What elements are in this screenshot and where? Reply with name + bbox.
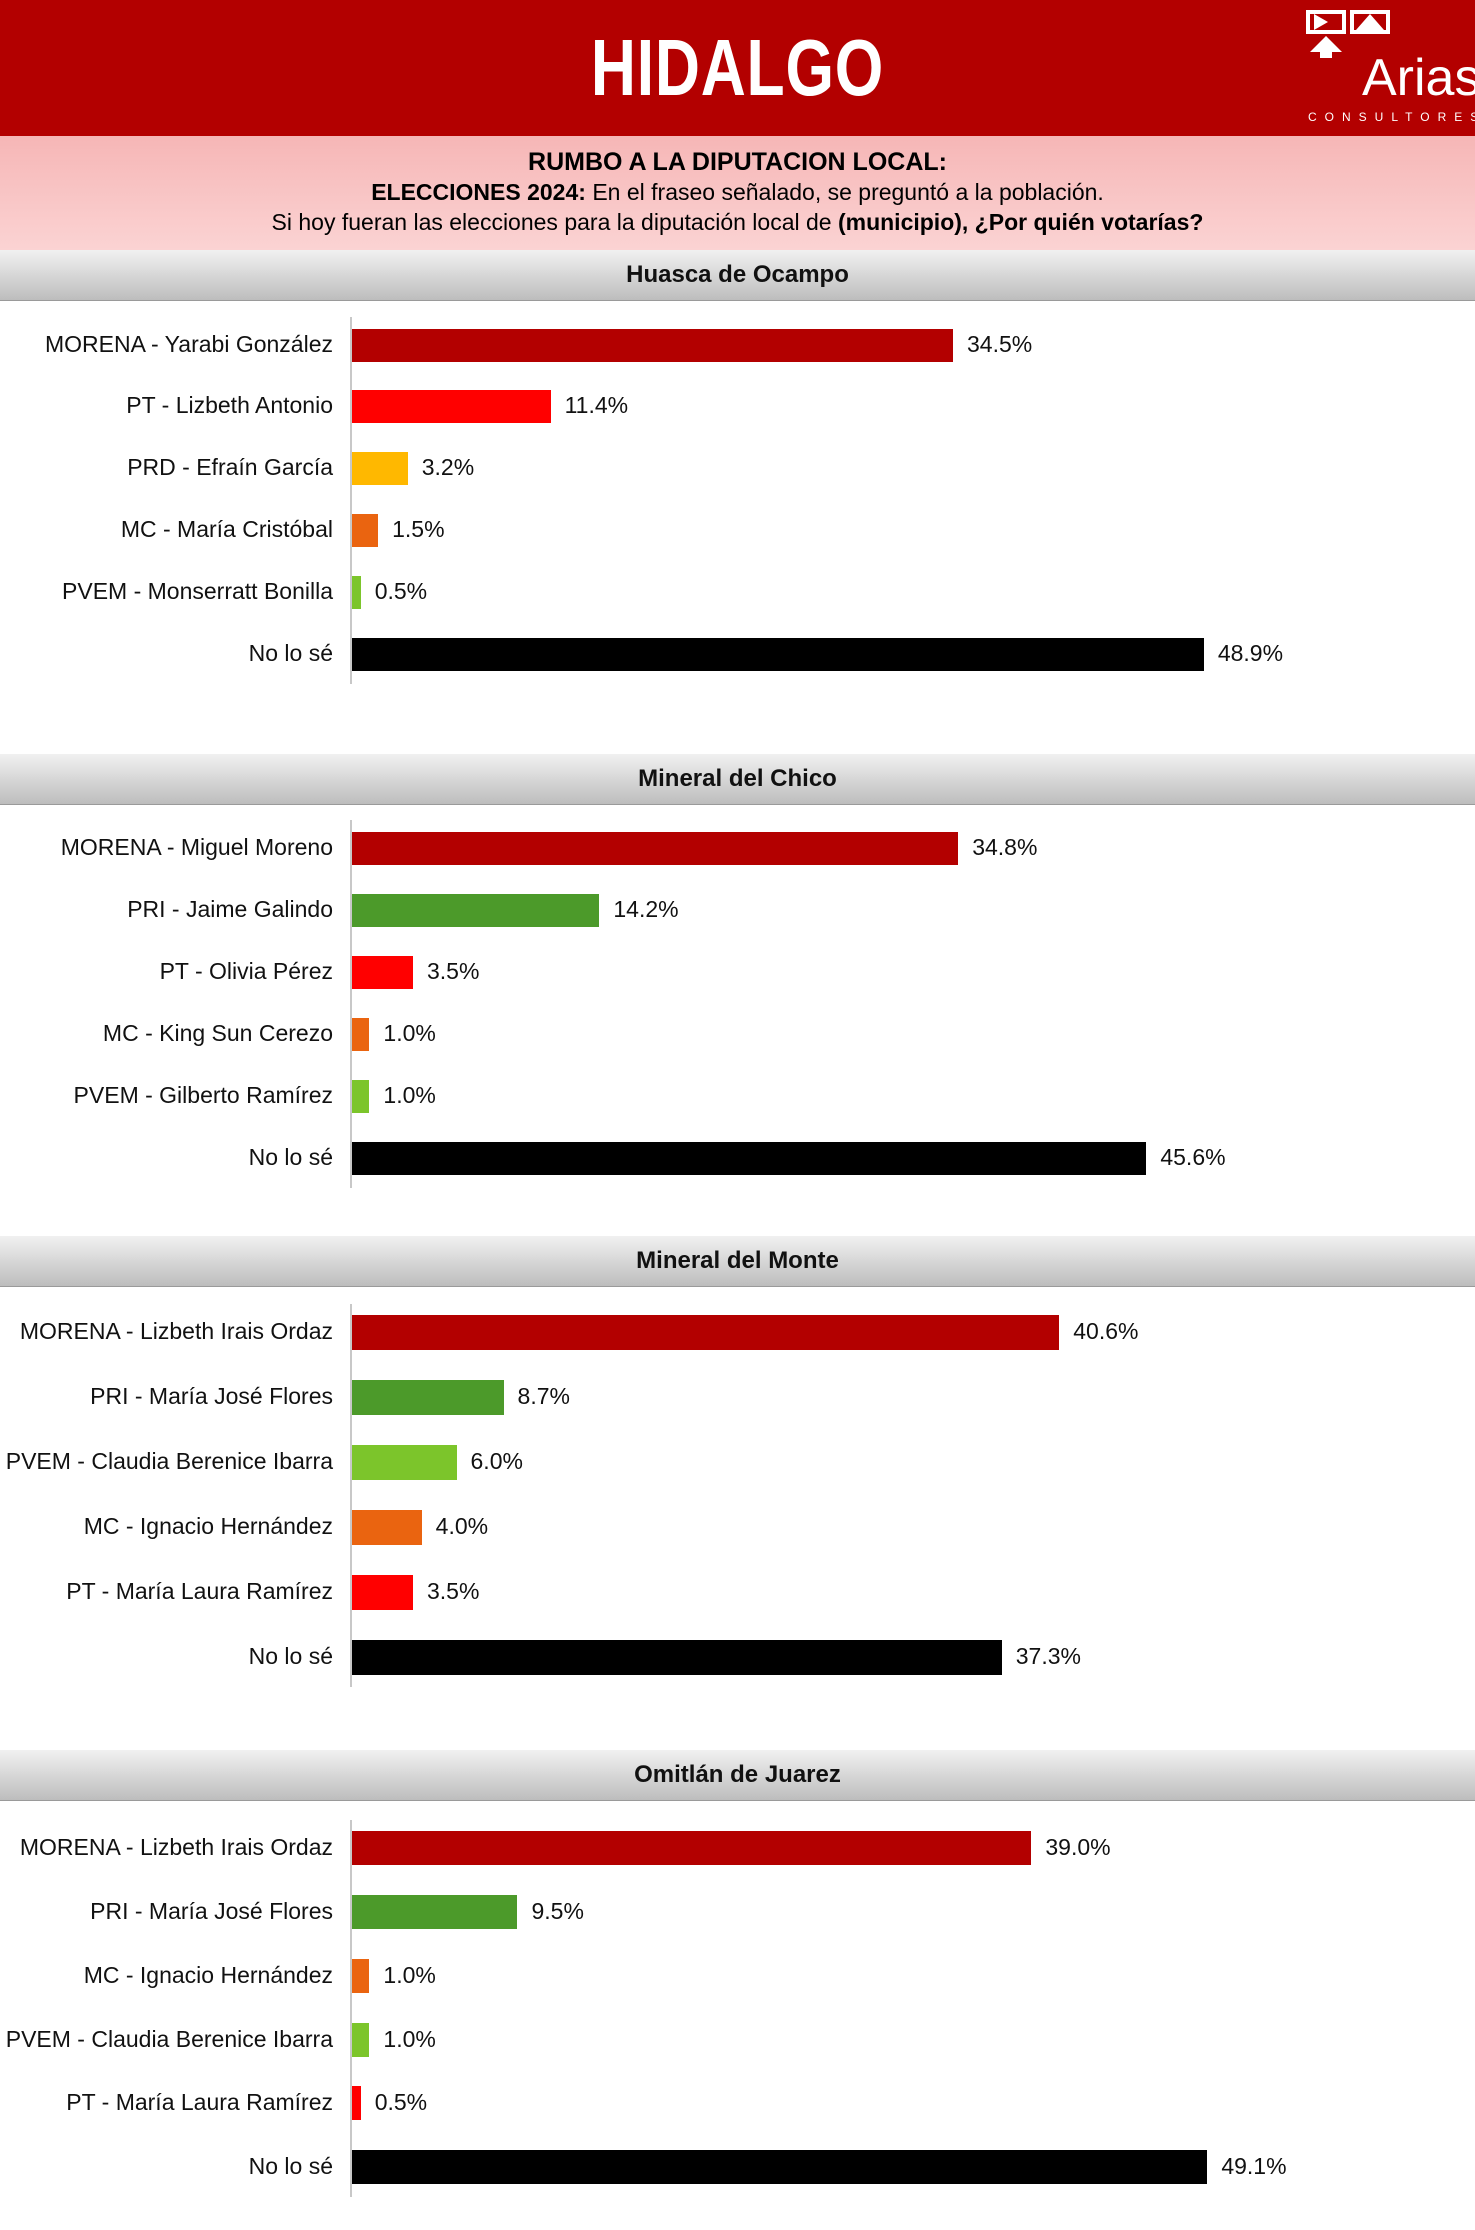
bar <box>352 1895 518 1929</box>
bar <box>352 451 408 485</box>
election-label: ELECCIONES 2024: <box>371 179 586 205</box>
data-label: 37.3% <box>1015 1643 1081 1669</box>
bar <box>352 1509 422 1545</box>
category-axis <box>350 820 352 1188</box>
category-label: PVEM - Claudia Berenice Ibarra <box>5 2026 333 2052</box>
category-label: No lo sé <box>248 640 333 666</box>
bar <box>352 389 551 423</box>
bar <box>352 2086 361 2120</box>
category-label: PT - Lizbeth Antonio <box>126 392 333 418</box>
category-label: PRI - María José Flores <box>90 1383 333 1409</box>
data-label: 8.7% <box>517 1383 570 1409</box>
category-label: MC - King Sun Cerezo <box>102 1020 333 1046</box>
category-axis <box>350 1304 352 1687</box>
section-title: Mineral del Chico <box>0 754 1475 805</box>
data-label: 40.6% <box>1073 1318 1139 1344</box>
header-banner: HIDALGO Arias CONSULTORES <box>0 0 1475 136</box>
category-label: PVEM - Gilberto Ramírez <box>73 1082 333 1108</box>
question-line-3: Si hoy fueran las elecciones para la dip… <box>0 209 1475 236</box>
question-title: RUMBO A LA DIPUTACION LOCAL: <box>528 148 947 176</box>
page-title: HIDALGO <box>590 23 885 112</box>
question-text: Si hoy fueran las elecciones para la dip… <box>271 209 832 235</box>
bar <box>352 513 379 547</box>
category-label: PT - María Laura Ramírez <box>66 1578 333 1604</box>
category-label: PRD - Efraín García <box>127 454 333 480</box>
bar <box>352 2023 370 2057</box>
question-banner: RUMBO A LA DIPUTACION LOCAL: ELECCIONES … <box>0 136 1475 250</box>
bar <box>352 831 959 865</box>
data-label: 3.5% <box>426 1578 480 1604</box>
category-label: MC - Ignacio Hernández <box>83 1513 333 1539</box>
question-emphasis: (municipio), ¿Por quién votarías? <box>837 209 1204 235</box>
bar <box>352 1379 504 1415</box>
category-label: No lo sé <box>248 1643 333 1669</box>
data-label: 0.5% <box>374 578 428 604</box>
category-label: PVEM - Monserratt Bonilla <box>62 578 333 604</box>
bar <box>352 637 1204 671</box>
question-line-2: ELECCIONES 2024: En el fraseo señalado, … <box>0 179 1475 206</box>
logo-text: Arias <box>1362 49 1475 107</box>
section-title: Omitlán de Juarez <box>0 1750 1475 1801</box>
bar <box>352 1079 370 1113</box>
category-label: MORENA - Miguel Moreno <box>60 834 333 860</box>
category-label: PT - María Laura Ramírez <box>66 2089 333 2115</box>
data-label: 49.1% <box>1221 2153 1287 2179</box>
bar <box>352 328 953 362</box>
bar <box>352 575 361 609</box>
data-label: 45.6% <box>1160 1144 1226 1170</box>
bar <box>352 1444 457 1480</box>
data-label: 3.5% <box>426 958 480 984</box>
section-title: Huasca de Ocampo <box>0 250 1475 301</box>
arias-logo: Arias CONSULTORES <box>1300 10 1475 126</box>
data-label: 6.0% <box>470 1448 523 1474</box>
data-label: 1.0% <box>383 1962 436 1988</box>
data-label: 14.2% <box>613 896 679 922</box>
data-label: 9.5% <box>531 1898 584 1924</box>
data-label: 34.8% <box>972 834 1038 860</box>
category-label: No lo sé <box>248 2153 333 2179</box>
category-label: PT - Olivia Pérez <box>159 958 333 984</box>
data-label: 1.5% <box>392 516 445 542</box>
data-label: 3.2% <box>421 454 475 480</box>
category-label: MC - María Cristóbal <box>120 516 333 542</box>
bar <box>352 1574 413 1610</box>
bar <box>352 1831 1032 1865</box>
category-label: PVEM - Claudia Berenice Ibarra <box>5 1448 333 1474</box>
category-label: MORENA - Lizbeth Irais Ordaz <box>19 1318 333 1344</box>
logo-subtext: CONSULTORES <box>1308 110 1475 124</box>
data-label: 34.5% <box>966 331 1033 357</box>
category-axis <box>350 317 352 684</box>
data-label: 11.4% <box>564 392 629 418</box>
bar <box>352 955 413 989</box>
bar <box>352 893 600 927</box>
category-label: PRI - Jaime Galindo <box>127 896 333 922</box>
data-label: 48.9% <box>1217 640 1284 666</box>
data-label: 4.0% <box>435 1513 489 1539</box>
category-label: No lo sé <box>248 1144 333 1170</box>
data-label: 1.0% <box>383 1082 436 1108</box>
category-axis <box>350 1820 352 2197</box>
category-label: MORENA - Yarabi González <box>44 331 333 357</box>
bar <box>352 1959 370 1993</box>
section-title: Mineral del Monte <box>0 1236 1475 1287</box>
bar <box>352 1639 1002 1675</box>
bar <box>352 1314 1060 1350</box>
bar <box>352 1017 370 1051</box>
data-label: 0.5% <box>374 2089 428 2115</box>
data-label: 1.0% <box>383 1020 436 1046</box>
question-intro: En el fraseo señalado, se preguntó a la … <box>592 179 1104 205</box>
bar <box>352 2150 1208 2184</box>
category-label: MC - Ignacio Hernández <box>83 1962 333 1988</box>
bar <box>352 1141 1147 1175</box>
logo-arrows-icon <box>1306 10 1390 58</box>
category-label: MORENA - Lizbeth Irais Ordaz <box>19 1834 333 1860</box>
data-label: 1.0% <box>383 2026 436 2052</box>
category-label: PRI - María José Flores <box>90 1898 333 1924</box>
data-label: 39.0% <box>1045 1834 1111 1860</box>
